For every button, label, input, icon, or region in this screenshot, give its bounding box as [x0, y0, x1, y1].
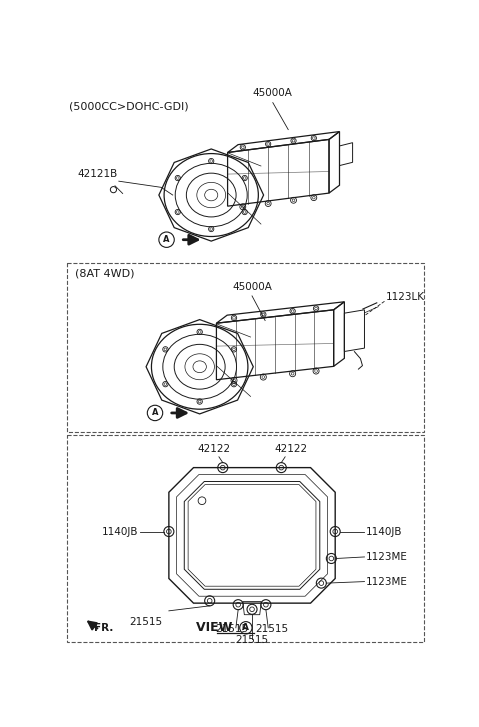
Bar [67, 435, 424, 642]
Text: A: A [242, 623, 250, 632]
Text: 1140JB: 1140JB [102, 526, 138, 537]
Text: A: A [152, 409, 158, 417]
Text: (5000CC>DOHC-GDI): (5000CC>DOHC-GDI) [69, 101, 188, 111]
Text: 42121B: 42121B [77, 169, 117, 180]
Text: 21515: 21515 [130, 617, 163, 627]
Text: 1123ME: 1123ME [366, 552, 408, 562]
Text: 21515: 21515 [216, 624, 249, 635]
Text: 1140JB: 1140JB [366, 526, 402, 537]
Text: 42122: 42122 [274, 444, 307, 454]
Text: VIEW: VIEW [196, 622, 237, 634]
Text: 45000A: 45000A [253, 89, 293, 98]
Text: 21515: 21515 [255, 624, 289, 635]
Text: FR.: FR. [94, 623, 114, 632]
Text: A: A [163, 236, 170, 244]
Text: (8AT 4WD): (8AT 4WD) [75, 269, 135, 279]
Text: 1123LK: 1123LK [386, 292, 425, 302]
Text: 42122: 42122 [197, 444, 230, 454]
Text: 1123ME: 1123ME [366, 577, 408, 587]
Text: 21515: 21515 [236, 635, 269, 645]
Text: 45000A: 45000A [232, 282, 272, 292]
Bar [67, 262, 424, 432]
